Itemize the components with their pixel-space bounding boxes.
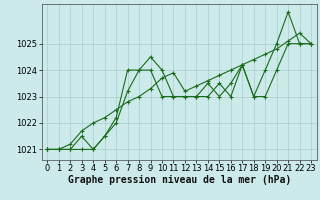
X-axis label: Graphe pression niveau de la mer (hPa): Graphe pression niveau de la mer (hPa) <box>68 175 291 185</box>
